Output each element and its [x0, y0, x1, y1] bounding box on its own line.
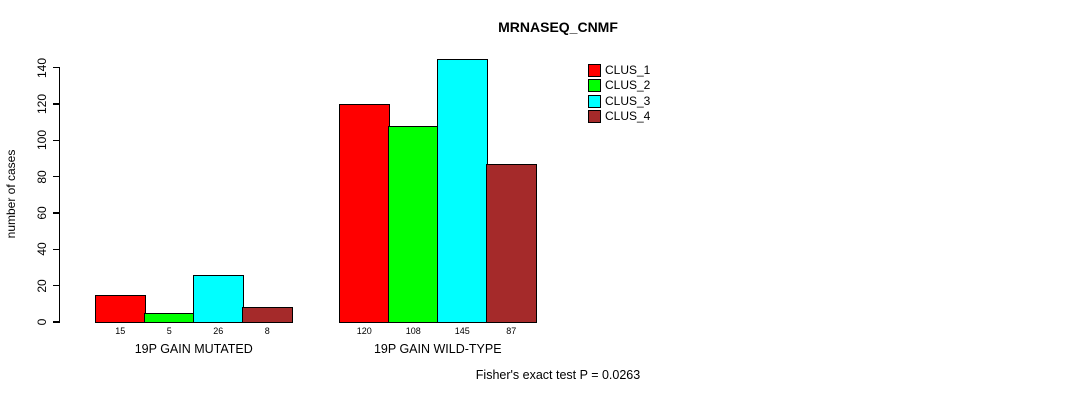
- legend-swatch-clus_4-icon: [588, 110, 601, 124]
- bar-value-label: 87: [506, 326, 517, 336]
- legend-label: CLUS_3: [605, 93, 651, 108]
- bar-value-label: 145: [454, 326, 470, 336]
- y-axis-tick-label: 100: [35, 130, 49, 151]
- bar-clus_4-group1: [242, 307, 293, 324]
- bar-clus_2-group2: [388, 125, 439, 324]
- bar-clus_3-group1: [193, 274, 244, 324]
- x-category-label: 19P GAIN MUTATED: [134, 342, 253, 356]
- y-axis-tick: [53, 248, 60, 250]
- bar-value-label: 15: [115, 326, 126, 336]
- legend-swatch-clus_2-icon: [588, 79, 601, 93]
- y-axis-tick-label: 120: [35, 93, 49, 114]
- legend-swatch-clus_1-icon: [588, 64, 601, 77]
- bar-value-label: 8: [264, 326, 270, 336]
- legend-item-clus_3: CLUS_3: [588, 93, 651, 108]
- bar-clus_2-group1: [144, 312, 195, 324]
- legend-label: CLUS_2: [605, 78, 651, 93]
- y-axis-tick: [53, 176, 60, 178]
- legend: CLUS_1 CLUS_2 CLUS_3 CLUS_4: [588, 64, 650, 126]
- y-axis-tick: [53, 321, 60, 323]
- y-axis-tick-label: 80: [35, 169, 49, 184]
- bar-clus_3-group2: [437, 58, 488, 324]
- fisher-test-annotation: Fisher's exact test P = 0.0263: [475, 368, 641, 382]
- x-category-label: 19P GAIN WILD-TYPE: [373, 342, 502, 356]
- bar-value-label: 5: [166, 326, 172, 336]
- bar-clus_1-group2: [339, 103, 390, 324]
- y-axis-tick: [53, 67, 60, 69]
- legend-item-clus_4: CLUS_4: [588, 109, 651, 124]
- bar-value-label: 26: [213, 326, 224, 336]
- legend-swatch-clus_3-icon: [588, 94, 601, 108]
- legend-item-clus_1: CLUS_1: [588, 64, 650, 77]
- y-axis-tick: [53, 212, 60, 214]
- bar-value-label: 120: [356, 326, 372, 336]
- y-axis-tick-label: 0: [35, 318, 49, 326]
- bar-value-label: 108: [405, 326, 421, 336]
- y-axis-tick: [53, 285, 60, 287]
- legend-item-clus_2: CLUS_2: [588, 78, 651, 93]
- y-axis-tick-label: 60: [35, 206, 49, 220]
- bar-clus_4-group2: [486, 163, 537, 324]
- y-axis-tick: [53, 103, 60, 105]
- y-axis-tick-label: 20: [35, 278, 49, 293]
- bar-clus_1-group1: [95, 294, 146, 324]
- legend-label: CLUS_4: [605, 109, 651, 124]
- y-axis-label: number of cases: [4, 149, 18, 239]
- chart-title: MRNASEQ_CNMF: [498, 19, 618, 35]
- y-axis-tick-label: 140: [35, 57, 49, 78]
- legend-label: CLUS_1: [605, 63, 651, 77]
- y-axis-tick-label: 40: [35, 242, 49, 257]
- y-axis-line: [58, 67, 60, 324]
- y-axis-tick: [53, 139, 60, 141]
